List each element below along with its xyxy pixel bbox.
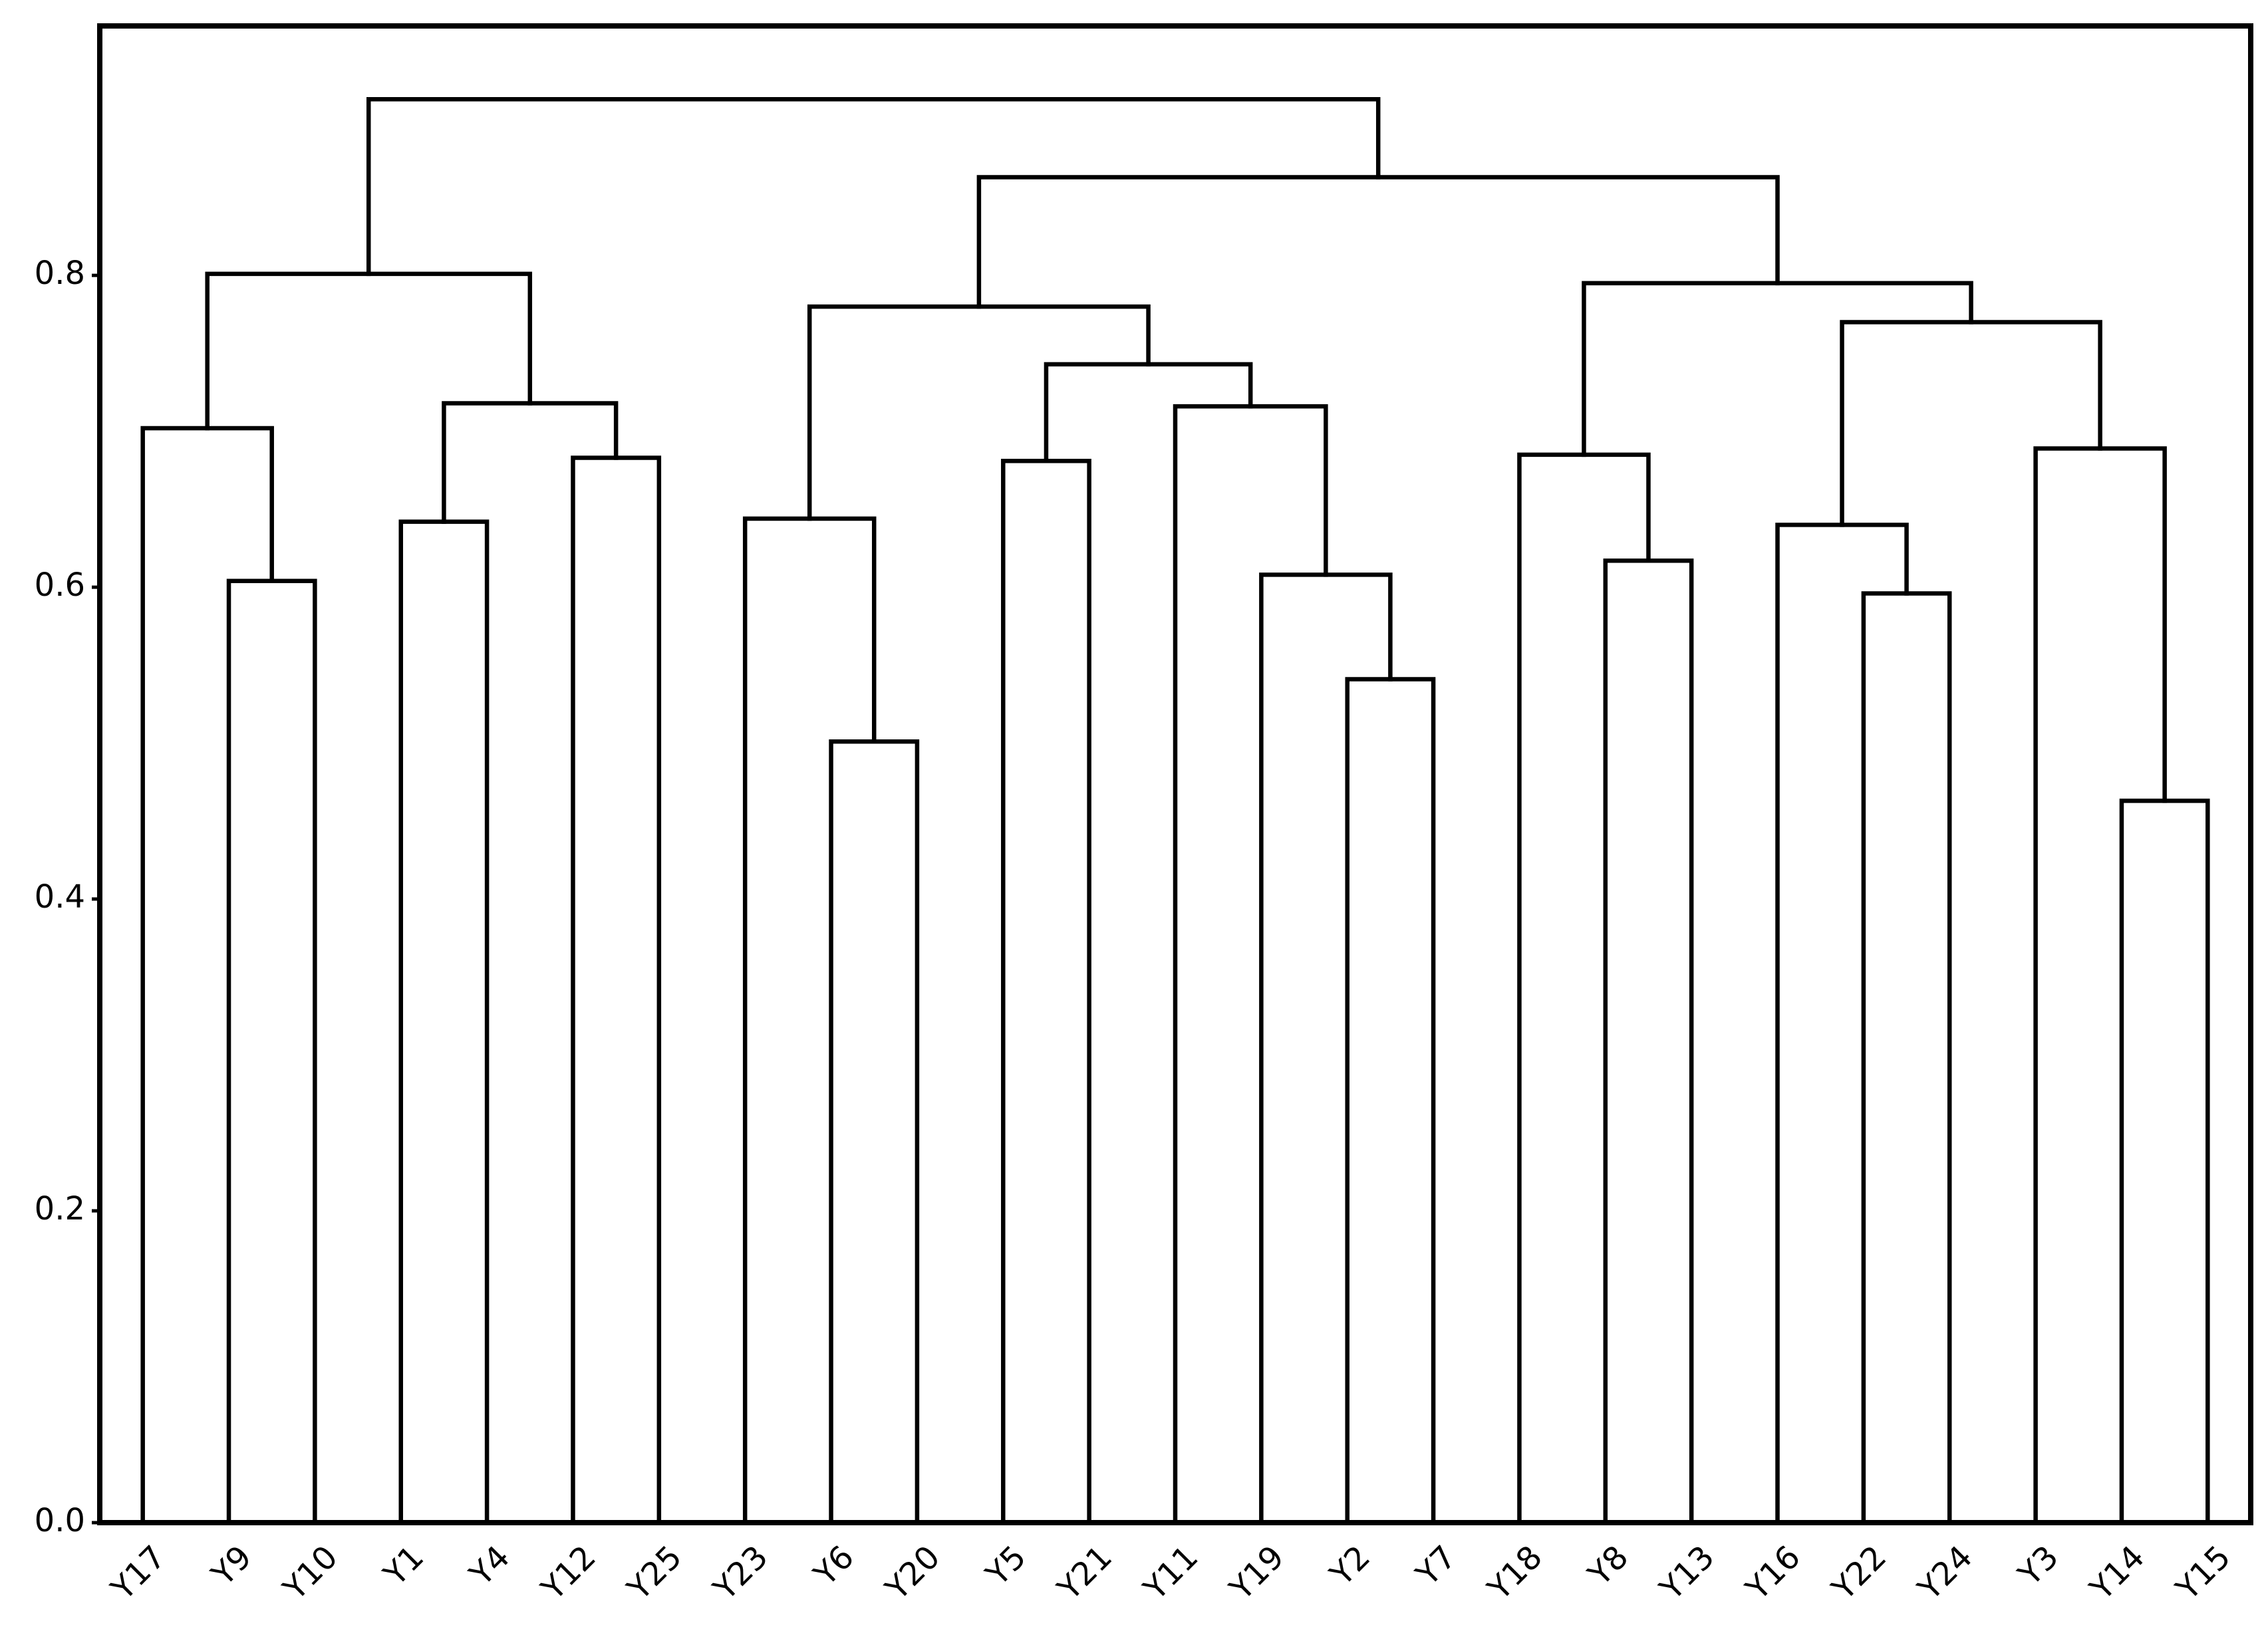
leaf-label: Y6	[806, 1539, 861, 1594]
dendrogram-link	[807, 304, 1151, 521]
leaf-label: Y25	[620, 1539, 689, 1608]
leaf-label: Y5	[978, 1539, 1034, 1594]
dendrogram-link	[442, 401, 619, 524]
leaf-label: Y15	[2168, 1539, 2237, 1608]
dendrogram-link	[829, 739, 920, 1525]
leaf-label: Y4	[462, 1539, 517, 1594]
leaf-label: Y22	[1824, 1539, 1894, 1608]
leaf-label: Y24	[1910, 1539, 1979, 1608]
dendrogram-link	[140, 426, 274, 1525]
dendrogram-link	[1001, 458, 1091, 1525]
leaf-label: Y18	[1481, 1539, 1550, 1608]
leaf-label: Y16	[1739, 1539, 1808, 1608]
dendrogram-link	[226, 578, 317, 1525]
dendrogram-link	[366, 96, 1381, 277]
dendrogram-link	[1861, 591, 1952, 1525]
dendrogram-link	[1775, 523, 1909, 1525]
dendrogram-link	[1345, 677, 1436, 1525]
leaf-label: Y10	[276, 1539, 345, 1608]
y-tick-label: 0.0	[35, 1502, 85, 1539]
dendrogram-link	[1259, 572, 1393, 1525]
dendrogram-link	[976, 175, 1780, 309]
dendrogram-link	[571, 455, 662, 1525]
leaf-label: Y17	[104, 1539, 173, 1608]
leaf-label: Y13	[1652, 1539, 1721, 1608]
dendrogram-link	[1582, 281, 1973, 457]
leaf-label: Y21	[1050, 1539, 1119, 1608]
dendrogram-link	[398, 519, 490, 1525]
y-tick-label: 0.4	[35, 878, 85, 916]
leaf-label: Y7	[1409, 1539, 1464, 1594]
leaf-label: Y2	[1322, 1539, 1377, 1594]
y-tick-label: 0.2	[35, 1190, 85, 1227]
leaf-label: Y1	[376, 1539, 432, 1594]
y-tick-label: 0.8	[35, 255, 85, 292]
leaf-label: Y9	[204, 1539, 259, 1594]
leaf-label: Y8	[1581, 1539, 1636, 1594]
dendrogram-link	[2119, 799, 2210, 1525]
y-tick-label: 0.6	[35, 567, 85, 604]
leaf-label: Y19	[1222, 1539, 1292, 1608]
leaf-label: Y23	[706, 1539, 775, 1608]
dendrogram-link	[2033, 446, 2167, 1525]
leaf-label: Y20	[878, 1539, 947, 1608]
dendrogram-link	[1840, 320, 2102, 527]
dendrogram-link	[1044, 362, 1253, 463]
dendrogram-link	[1517, 452, 1651, 1525]
dendrogram-link	[742, 516, 877, 1525]
leaf-label: Y3	[2011, 1539, 2066, 1594]
leaf-label: Y11	[1136, 1539, 1205, 1608]
leaf-label: Y12	[534, 1539, 603, 1608]
leaf-label: Y14	[2082, 1539, 2152, 1608]
dendrogram-link	[1603, 559, 1694, 1525]
